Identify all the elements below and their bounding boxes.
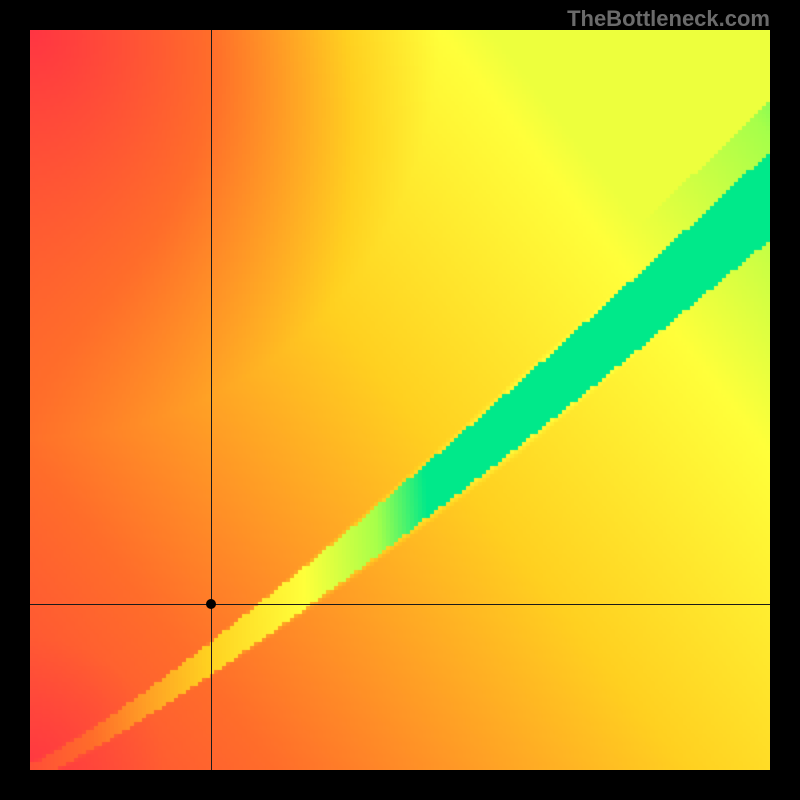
crosshair-horizontal [30, 604, 770, 605]
bottleneck-heatmap [30, 30, 770, 770]
watermark-text: TheBottleneck.com [567, 6, 770, 32]
crosshair-vertical [211, 30, 212, 770]
data-point-marker [206, 599, 216, 609]
heatmap-canvas [30, 30, 770, 770]
